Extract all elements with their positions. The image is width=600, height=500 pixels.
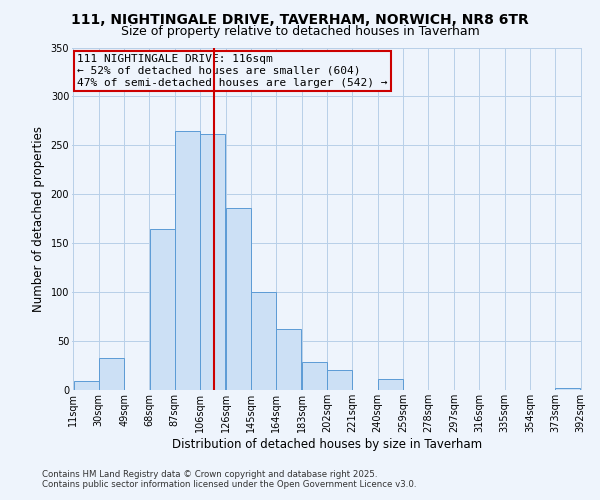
Text: 111, NIGHTINGALE DRIVE, TAVERHAM, NORWICH, NR8 6TR: 111, NIGHTINGALE DRIVE, TAVERHAM, NORWIC… <box>71 12 529 26</box>
Bar <box>556 388 580 390</box>
Bar <box>226 208 251 390</box>
Bar <box>277 330 301 390</box>
Bar <box>149 228 175 390</box>
Bar <box>74 381 98 390</box>
Bar <box>378 379 403 390</box>
Bar <box>327 370 352 390</box>
Bar <box>302 362 327 390</box>
Bar <box>175 130 200 390</box>
Text: Contains HM Land Registry data © Crown copyright and database right 2025.
Contai: Contains HM Land Registry data © Crown c… <box>42 470 416 489</box>
X-axis label: Distribution of detached houses by size in Taverham: Distribution of detached houses by size … <box>172 438 482 450</box>
Text: 111 NIGHTINGALE DRIVE: 116sqm
← 52% of detached houses are smaller (604)
47% of : 111 NIGHTINGALE DRIVE: 116sqm ← 52% of d… <box>77 54 388 88</box>
Bar <box>200 134 226 390</box>
Bar <box>251 292 276 390</box>
Text: Size of property relative to detached houses in Taverham: Size of property relative to detached ho… <box>121 25 479 38</box>
Y-axis label: Number of detached properties: Number of detached properties <box>32 126 45 312</box>
Bar <box>99 358 124 390</box>
